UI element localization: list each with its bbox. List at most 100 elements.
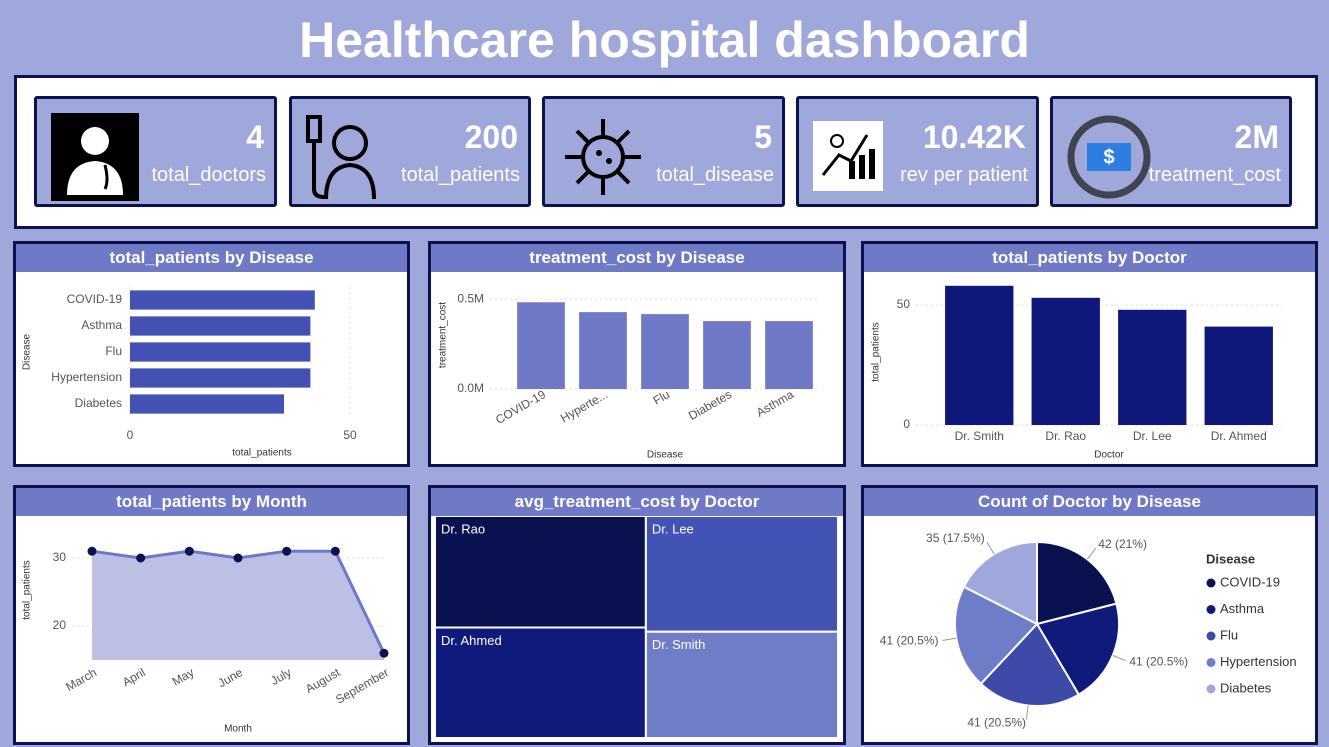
tile-label: Dr. Ahmed: [441, 633, 502, 648]
kpi-label: treatment_cost: [1148, 164, 1281, 186]
pie-slice: [1036, 540, 1118, 626]
y-tick-label: 50: [897, 297, 911, 311]
kpi-value: 4: [246, 119, 264, 155]
bar: [130, 342, 311, 362]
x-axis-title: Disease: [647, 450, 684, 461]
x-tick-label: Dr. Rao: [1045, 429, 1086, 443]
chart-panel: total_patients by Disease 0 50 COVID-19 Asth…: [13, 241, 410, 467]
legend-swatch: [1206, 631, 1216, 641]
chart: 42 (21%) 41 (20.5%) 41 (20.5%) 41 (20.5%) 35…: [880, 531, 1297, 730]
data-label: 41 (20.5%): [967, 716, 1026, 730]
x-tick-label: Dr. Lee: [1133, 429, 1172, 443]
x-tick-label: Asthma: [754, 387, 797, 420]
leader-line: [1025, 705, 1029, 720]
bar: [703, 321, 751, 389]
y-tick-label: Flu: [105, 344, 122, 358]
treemap-tile: [644, 516, 839, 633]
marker: [379, 648, 389, 658]
leader-line: [942, 637, 957, 641]
kpi-icon: [565, 119, 641, 195]
kpi-card: 200 total_patients: [289, 96, 531, 207]
kpi-value: 5: [754, 119, 772, 155]
y-tick-label: COVID-19: [67, 292, 123, 306]
x-tick-label: September: [333, 665, 391, 706]
bar: [1204, 326, 1273, 425]
bar: [945, 285, 1014, 425]
data-label: 35 (17.5%): [926, 531, 985, 545]
chart-panel: treatment_cost by Disease 0.0M 0.5M COVID-1…: [428, 241, 846, 467]
tile-label: Dr. Lee: [652, 521, 694, 536]
x-tick-label: 0: [127, 428, 134, 442]
chart-title: total_patients by Disease: [16, 244, 407, 272]
y-tick-label: 20: [53, 618, 67, 632]
bar: [641, 314, 689, 389]
legend-label: Flu: [1220, 627, 1238, 642]
kpi-label: rev per patient: [900, 164, 1028, 186]
x-tick-label: Hyperte...: [558, 387, 610, 425]
x-tick-label: COVID-19: [493, 387, 548, 427]
chart-title: total_patients by Month: [16, 488, 407, 516]
chart: Dr. Rao Dr. Ahmed Dr. Lee Dr. Smith: [434, 516, 839, 739]
kpi-icon: [306, 115, 376, 200]
marker: [136, 553, 146, 563]
chart: 0.0M 0.5M COVID-19 Hyperte... Flu Diabetes Ast…: [438, 291, 820, 461]
treemap-tile: [434, 626, 647, 739]
bar: [1118, 309, 1187, 425]
tile-label: Dr. Rao: [441, 521, 485, 536]
legend-title: Disease: [1206, 551, 1255, 566]
x-axis-title: Month: [224, 724, 252, 735]
y-tick-label: 0: [903, 417, 910, 431]
chart-panel: Count of Doctor by Disease 42 (21%) 41 (20…: [861, 485, 1318, 745]
chart-panel: avg_treatment_cost by Doctor Dr. Rao Dr. A…: [428, 485, 846, 745]
kpi-card: 4 total_doctors: [34, 96, 277, 207]
treemap-tile: [644, 630, 839, 739]
x-tick-label: May: [170, 665, 197, 688]
bar: [1031, 297, 1100, 425]
pie-slice: [962, 540, 1038, 626]
kpi-label: total_disease: [656, 164, 774, 186]
kpi-card: $2M treatment_cost: [1050, 96, 1292, 207]
legend-label: Diabetes: [1220, 680, 1272, 695]
y-tick-label: Hypertension: [51, 370, 122, 384]
pie-slice: [954, 585, 1039, 686]
pie-slice: [979, 622, 1081, 707]
x-tick-label: July: [268, 665, 293, 688]
svg-text:$: $: [1103, 146, 1114, 168]
legend-swatch: [1206, 684, 1216, 694]
kpi-label: total_patients: [401, 164, 520, 186]
y-tick-label: Asthma: [81, 318, 122, 332]
bar: [130, 316, 311, 336]
y-axis-title: total_patients: [22, 560, 33, 620]
legend-swatch: [1206, 658, 1216, 667]
x-tick-label: April: [120, 665, 148, 689]
legend-swatch: [1206, 578, 1216, 588]
x-tick-label: 50: [343, 428, 357, 442]
x-axis-title: total_patients: [232, 448, 292, 459]
y-tick-label: Diabetes: [75, 396, 122, 410]
tile-label: Dr. Smith: [652, 637, 705, 652]
area: [92, 551, 384, 660]
y-tick-label: 30: [53, 550, 67, 564]
treemap-tile: [434, 516, 647, 629]
kpi-label: total_doctors: [151, 164, 266, 186]
marker: [184, 546, 194, 556]
chart-panel: total_patients by Month 20 30 March April May…: [13, 485, 410, 745]
kpi-value: 2M: [1234, 119, 1279, 155]
bar: [517, 302, 565, 389]
chart-title: avg_treatment_cost by Doctor: [431, 488, 843, 516]
y-tick-label: 0.0M: [457, 381, 484, 395]
x-tick-label: Dr. Smith: [955, 429, 1004, 443]
x-tick-label: March: [63, 665, 99, 694]
legend-label: Asthma: [1220, 601, 1265, 616]
kpi-icon: $: [1067, 115, 1151, 199]
chart: 0 50 Dr. Smith Dr. Rao Dr. Lee Dr. Ahmed Docto…: [871, 285, 1282, 461]
chart-title: treatment_cost by Disease: [431, 244, 843, 272]
x-tick-label: June: [216, 665, 246, 690]
x-axis-title: Doctor: [1094, 450, 1124, 461]
kpi-card: 10.42K rev per patient: [796, 96, 1039, 207]
leader-line: [1112, 654, 1126, 662]
y-tick-label: 0.5M: [457, 291, 484, 305]
marker: [282, 546, 292, 556]
